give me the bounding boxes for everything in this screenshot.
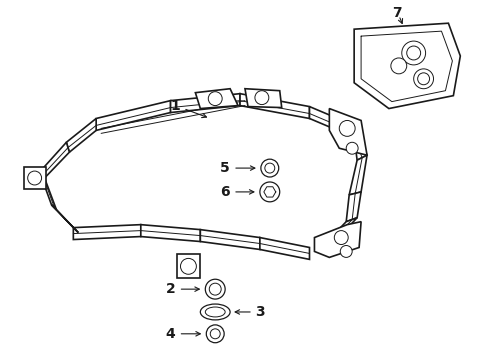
Polygon shape <box>195 89 238 109</box>
Polygon shape <box>200 230 259 249</box>
Text: 3: 3 <box>254 305 264 319</box>
Polygon shape <box>40 142 69 178</box>
Ellipse shape <box>205 307 224 317</box>
Text: 6: 6 <box>220 185 230 199</box>
Circle shape <box>417 73 428 85</box>
Circle shape <box>259 182 279 202</box>
Circle shape <box>390 58 406 74</box>
Circle shape <box>346 142 357 154</box>
Circle shape <box>264 163 274 173</box>
Polygon shape <box>40 172 56 210</box>
Circle shape <box>254 91 268 105</box>
Circle shape <box>206 325 224 343</box>
Circle shape <box>209 283 221 295</box>
Polygon shape <box>73 225 141 239</box>
Polygon shape <box>328 109 366 155</box>
Circle shape <box>208 92 222 105</box>
Circle shape <box>180 258 196 274</box>
Circle shape <box>260 159 278 177</box>
Text: 7: 7 <box>391 6 401 20</box>
Circle shape <box>413 69 433 89</box>
Polygon shape <box>51 205 78 233</box>
Polygon shape <box>66 118 96 152</box>
Polygon shape <box>96 100 170 130</box>
Circle shape <box>28 171 41 185</box>
Text: 4: 4 <box>165 327 175 341</box>
Circle shape <box>334 231 347 244</box>
Circle shape <box>406 46 420 60</box>
Polygon shape <box>353 125 366 160</box>
Polygon shape <box>170 94 240 113</box>
Bar <box>24 167 45 189</box>
Circle shape <box>339 121 354 136</box>
Polygon shape <box>314 222 360 257</box>
Circle shape <box>205 279 224 299</box>
Text: 2: 2 <box>165 282 175 296</box>
Polygon shape <box>346 192 360 222</box>
Polygon shape <box>259 238 309 260</box>
Polygon shape <box>240 94 309 118</box>
Polygon shape <box>141 225 200 242</box>
Circle shape <box>340 246 351 257</box>
Text: 1: 1 <box>170 99 206 118</box>
Polygon shape <box>317 218 356 251</box>
Polygon shape <box>348 155 366 195</box>
Text: 5: 5 <box>220 161 230 175</box>
Polygon shape <box>244 89 281 108</box>
Polygon shape <box>353 23 459 109</box>
Circle shape <box>210 329 220 339</box>
Polygon shape <box>309 107 353 137</box>
Circle shape <box>401 41 425 65</box>
Bar <box>176 255 200 278</box>
Ellipse shape <box>200 304 230 320</box>
